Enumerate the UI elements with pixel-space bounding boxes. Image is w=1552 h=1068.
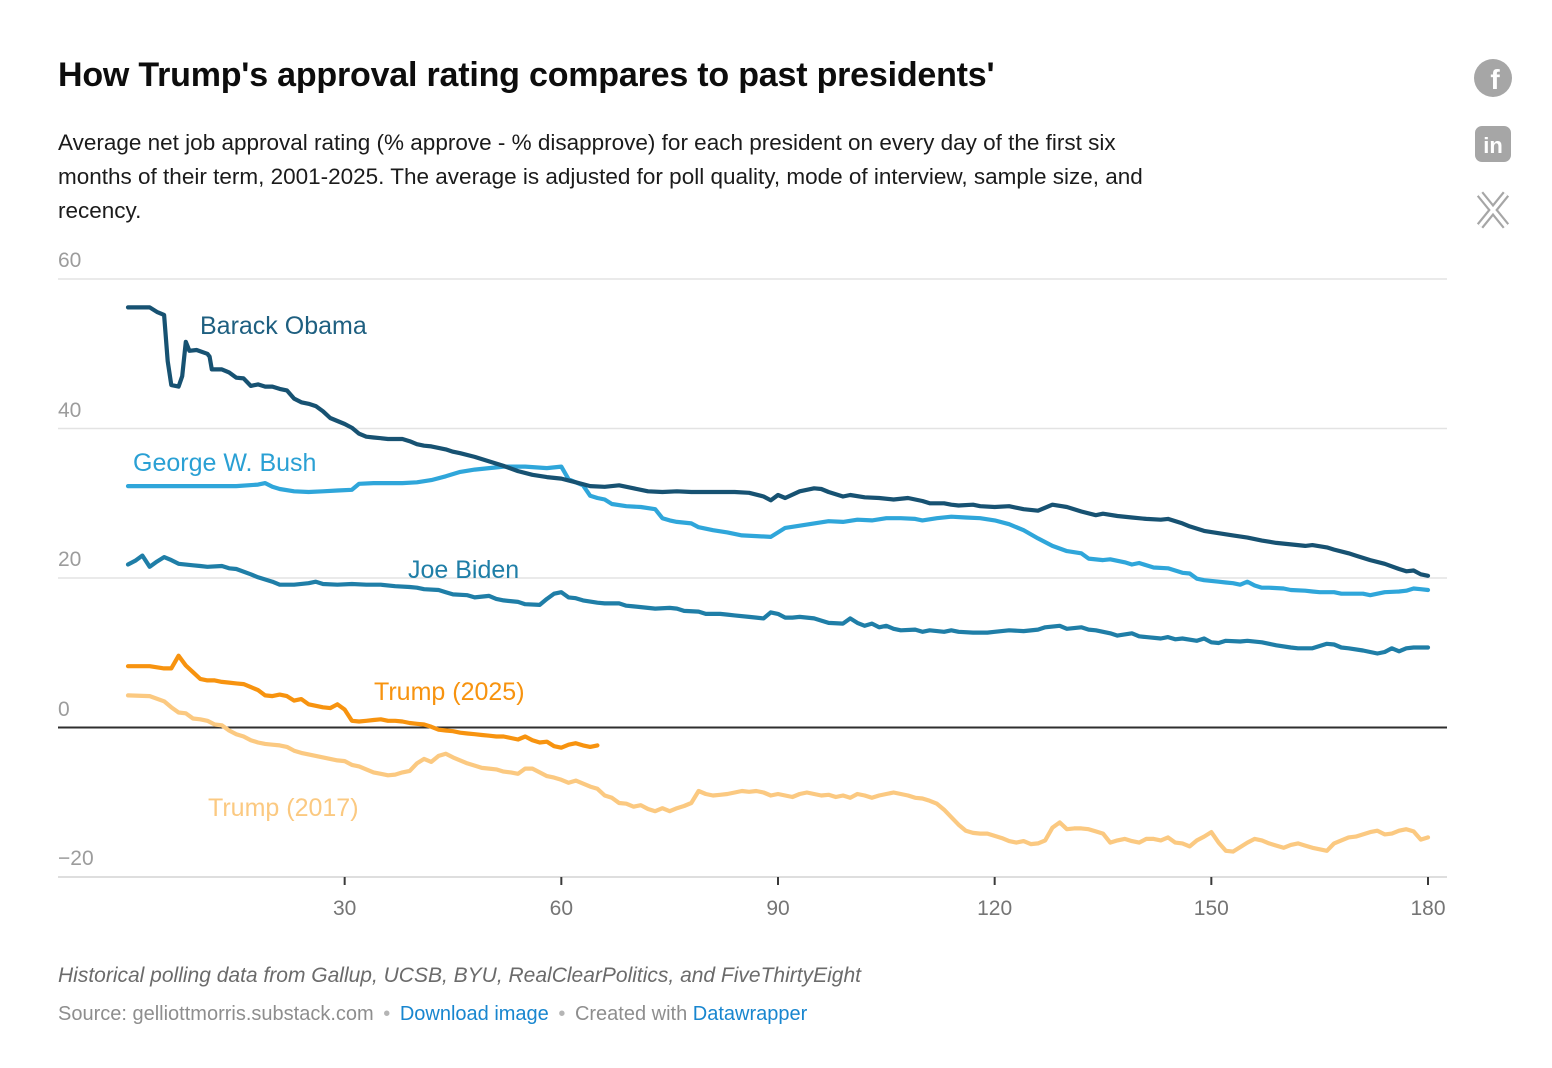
series-label-barack-obama: Barack Obama — [200, 312, 367, 340]
x-axis-label-90: 90 — [766, 897, 790, 920]
series-line-trump-2025- — [125, 653, 600, 750]
subtitle-line-2: months of their term, 2001-2025. The ave… — [58, 164, 1143, 189]
x-axis-label-120: 120 — [977, 897, 1013, 920]
y-axis-label-20: 20 — [58, 548, 82, 571]
series-line-trump-2017- — [125, 693, 1431, 854]
series-label-trump-2025-: Trump (2025) — [374, 678, 525, 706]
series-label-joe-biden: Joe Biden — [408, 556, 520, 584]
source-text: Source: gelliottmorris.substack.com — [58, 1003, 374, 1025]
svg-text:in: in — [1483, 133, 1503, 158]
series-label-george-w-bush: George W. Bush — [133, 449, 317, 477]
x-axis-label-180: 180 — [1410, 897, 1446, 920]
x-axis-label-60: 60 — [549, 897, 574, 920]
series-line-joe-biden — [125, 553, 1431, 656]
separator-dot: • — [383, 1003, 391, 1025]
x-axis-label-150: 150 — [1193, 897, 1229, 920]
svg-text:f: f — [1490, 64, 1500, 95]
separator-dot: • — [558, 1003, 566, 1025]
share-toolbar: f in — [1471, 58, 1515, 230]
subtitle-line-3: recency. — [58, 198, 142, 223]
source-line: Source: gelliottmorris.substack.com • Do… — [58, 1003, 807, 1026]
y-axis-label-60: 60 — [58, 249, 82, 272]
x-axis-label-30: 30 — [332, 897, 357, 920]
x-share-icon[interactable] — [1473, 190, 1513, 230]
series-line-barack-obama — [125, 305, 1431, 578]
page-title: How Trump's approval rating compares to … — [58, 56, 995, 94]
linkedin-share-icon[interactable]: in — [1473, 124, 1513, 164]
y-axis-label-40: 40 — [58, 398, 82, 422]
y-axis-label-−20: −20 — [58, 847, 94, 870]
series-line-george-w-bush — [125, 464, 1431, 598]
facebook-share-icon[interactable]: f — [1473, 58, 1513, 98]
y-axis-label-0: 0 — [58, 697, 70, 721]
chart-subtitle: Average net job approval rating (% appro… — [58, 126, 1143, 228]
data-note: Historical polling data from Gallup, UCS… — [58, 964, 861, 987]
download-image-link[interactable]: Download image — [399, 1003, 549, 1025]
created-with-text: Created with — [574, 1003, 688, 1025]
datawrapper-link[interactable]: Datawrapper — [692, 1003, 808, 1025]
subtitle-line-1: Average net job approval rating (% appro… — [58, 130, 1116, 155]
series-label-trump-2017-: Trump (2017) — [208, 794, 359, 822]
